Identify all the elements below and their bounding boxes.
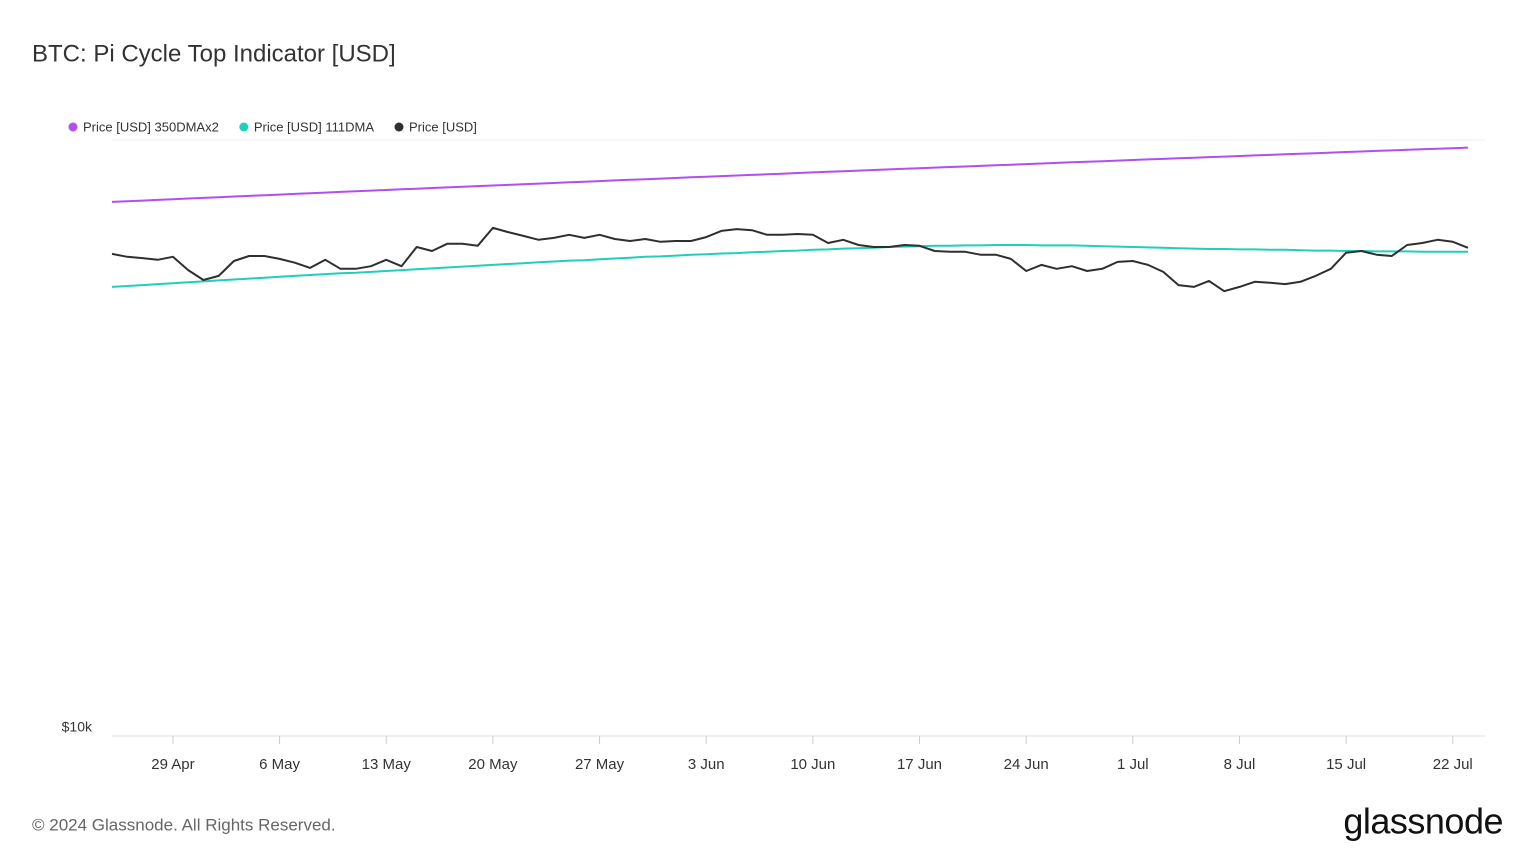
x-tick-label: 22 Jul [1433,756,1473,773]
logo: glassnode [1343,801,1503,842]
x-tick-label: 27 May [575,756,625,773]
x-tick-label: 3 Jun [688,756,725,773]
legend-marker [68,122,78,132]
x-tick-label: 1 Jul [1117,756,1149,773]
legend-marker [394,122,404,132]
legend-label: Price [USD] [409,119,477,134]
x-tick-label: 17 Jun [897,756,942,773]
x-tick-label: 24 Jun [1004,756,1049,773]
series-line [111,226,1469,293]
x-tick-label: 20 May [468,756,518,773]
x-tick-label: 10 Jun [790,756,835,773]
series-line [111,146,1469,203]
legend-label: Price [USD] 111DMA [254,119,374,134]
y-tick-label: $10k [62,719,93,735]
legend-marker [239,122,249,132]
x-tick-label: 29 Apr [151,756,194,773]
x-tick-label: 15 Jul [1326,756,1366,773]
x-tick-label: 13 May [362,756,412,773]
chart-title: BTC: Pi Cycle Top Indicator [USD] [32,40,396,67]
x-tick-label: 8 Jul [1224,756,1256,773]
x-tick-label: 6 May [259,756,300,773]
copyright: © 2024 Glassnode. All Rights Reserved. [32,815,336,834]
legend-label: Price [USD] 350DMAx2 [83,119,219,134]
series-line [111,244,1468,288]
